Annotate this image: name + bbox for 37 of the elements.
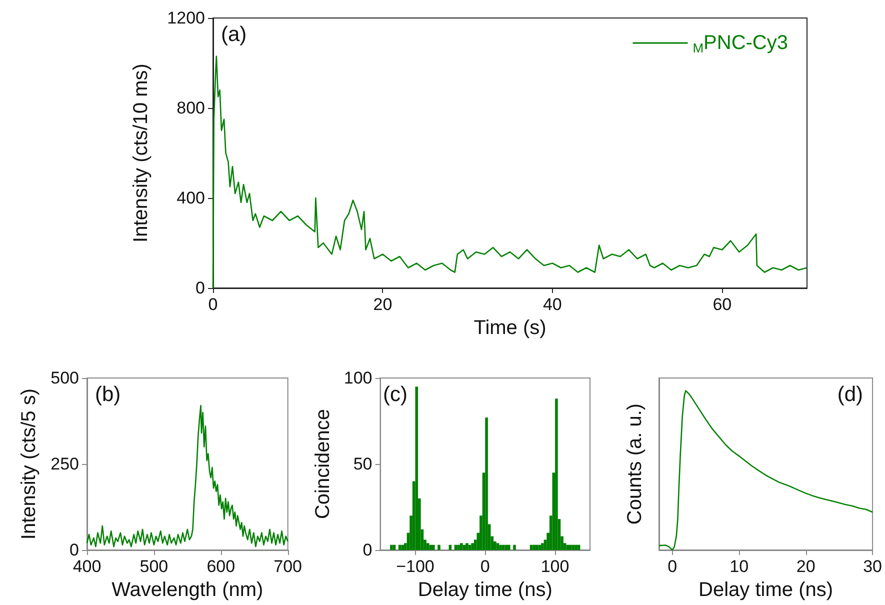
x-tick-label: 600: [206, 557, 236, 576]
annotation: (c): [383, 383, 408, 406]
y-tick-label: 800: [176, 98, 205, 118]
annotation: (d): [837, 383, 864, 406]
x-tick-label: 20: [373, 295, 392, 314]
annotation: (b): [95, 383, 121, 406]
x-tick-label: 0: [208, 295, 218, 314]
x-axis-title: Wavelength (nm): [112, 579, 264, 601]
x-tick-label: 10: [730, 557, 749, 576]
x-axis-title: Delay time (ns): [418, 579, 552, 601]
x-tick-label: −100: [396, 557, 434, 576]
y-axis-title: Coincidence: [312, 408, 334, 520]
x-tick-label: 0: [668, 557, 678, 576]
y-axis-title: Intensity (cts/5 s): [18, 388, 40, 540]
y-axis-title: Intensity (cts/10 ms): [130, 64, 152, 242]
x-axis-title: Time (s): [474, 317, 546, 339]
x-tick-label: 20: [796, 557, 816, 576]
y-tick-label: 250: [50, 454, 79, 474]
x-tick-label: 400: [72, 557, 102, 576]
y-tick-label: 100: [344, 368, 372, 388]
x-tick-label: 40: [542, 295, 562, 314]
x-tick-label: 500: [140, 557, 168, 576]
y-axis-title: Counts (a. u.): [624, 403, 646, 525]
y-tick-label: 400: [176, 188, 205, 208]
x-tick-label: 60: [712, 295, 732, 314]
y-tick-label: 500: [50, 368, 79, 388]
y-tick-label: 50: [353, 454, 372, 474]
y-tick-label: 1200: [167, 8, 205, 28]
x-tick-label: 100: [540, 557, 570, 576]
annotation: (a): [221, 23, 247, 46]
x-tick-label: 700: [274, 557, 302, 576]
x-tick-label: 30: [863, 557, 882, 576]
x-tick-label: 0: [480, 557, 490, 576]
y-tick-label: 0: [196, 278, 205, 298]
x-axis-title: Delay time (ns): [698, 579, 834, 601]
y-tick-label: 0: [70, 540, 79, 560]
y-tick-label: 0: [362, 540, 372, 560]
